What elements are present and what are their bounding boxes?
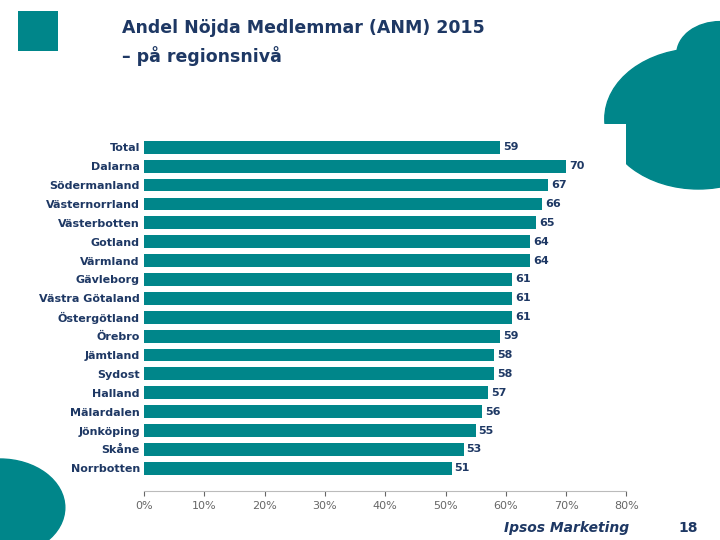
Text: 53: 53	[467, 444, 482, 454]
Bar	[144, 179, 548, 192]
Bar	[144, 198, 542, 211]
Text: 59: 59	[503, 143, 518, 152]
Bar	[144, 443, 464, 456]
Text: 64: 64	[533, 255, 549, 266]
Text: – på regionsnivå: – på regionsnivå	[122, 46, 282, 66]
Text: 61: 61	[515, 274, 531, 285]
Text: 67: 67	[551, 180, 567, 190]
Text: Ipsos Marketing: Ipsos Marketing	[504, 521, 629, 535]
Text: 18: 18	[679, 521, 698, 535]
Text: 58: 58	[497, 369, 512, 379]
Bar	[144, 160, 566, 173]
Bar	[144, 292, 512, 305]
Text: 61: 61	[515, 312, 531, 322]
Text: 56: 56	[485, 407, 500, 417]
Bar	[144, 254, 530, 267]
Text: 59: 59	[503, 331, 518, 341]
Bar	[144, 311, 512, 323]
Text: Andel Nöjda Medlemmar (ANM) 2015: Andel Nöjda Medlemmar (ANM) 2015	[122, 19, 485, 37]
Text: 61: 61	[515, 293, 531, 303]
Bar	[144, 235, 530, 248]
Bar	[144, 273, 512, 286]
Bar	[144, 217, 536, 230]
Bar	[144, 330, 500, 342]
Text: 66: 66	[545, 199, 561, 209]
Text: 70: 70	[569, 161, 585, 171]
Text: 51: 51	[454, 463, 470, 473]
Bar	[144, 424, 476, 437]
Text: 55: 55	[479, 426, 494, 436]
Bar	[144, 349, 494, 361]
Text: 64: 64	[533, 237, 549, 247]
Bar	[144, 141, 500, 154]
Bar	[144, 386, 487, 399]
Bar	[144, 405, 482, 418]
Bar	[144, 462, 451, 475]
Bar	[144, 367, 494, 380]
Text: 57: 57	[491, 388, 506, 398]
Text: 65: 65	[539, 218, 554, 228]
Text: 58: 58	[497, 350, 512, 360]
